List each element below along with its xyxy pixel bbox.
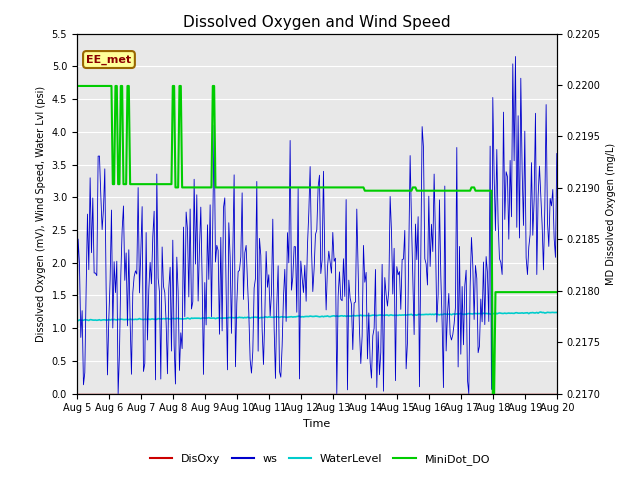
Y-axis label: Dissolved Oxygen (mV), Wind Speed, Water Lvl (psi): Dissolved Oxygen (mV), Wind Speed, Water… — [36, 85, 46, 342]
Legend: DisOxy, ws, WaterLevel, MiniDot_DO: DisOxy, ws, WaterLevel, MiniDot_DO — [145, 450, 495, 469]
Title: Dissolved Oxygen and Wind Speed: Dissolved Oxygen and Wind Speed — [183, 15, 451, 30]
Y-axis label: MD Dissolved Oxygen (mg/L): MD Dissolved Oxygen (mg/L) — [606, 143, 616, 285]
X-axis label: Time: Time — [303, 419, 330, 429]
Text: EE_met: EE_met — [86, 54, 132, 65]
